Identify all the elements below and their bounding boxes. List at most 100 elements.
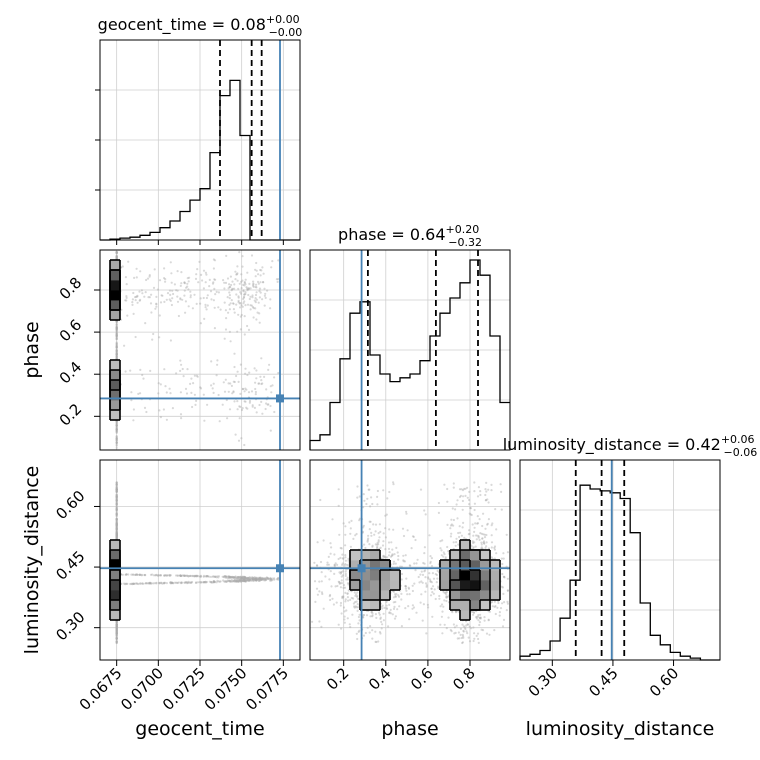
- sample-point: [243, 300, 246, 303]
- sample-point: [253, 367, 256, 370]
- sample-point: [179, 284, 182, 287]
- sample-point: [115, 334, 118, 337]
- sample-point: [145, 410, 148, 414]
- sample-point: [215, 290, 218, 293]
- sample-point: [264, 296, 267, 299]
- sample-point: [125, 295, 128, 298]
- sample-point: [241, 407, 244, 410]
- sample-point: [240, 437, 243, 440]
- sample-point: [115, 430, 118, 433]
- sample-point: [170, 272, 173, 275]
- sample-point: [115, 328, 118, 331]
- sample-point: [275, 278, 278, 281]
- sample-point: [244, 400, 247, 403]
- sample-point: [244, 577, 247, 580]
- sample-point: [141, 292, 144, 295]
- sample-point: [150, 293, 153, 296]
- sample-point: [151, 573, 154, 576]
- sample-point: [234, 278, 237, 281]
- sample-point: [132, 408, 135, 411]
- sample-point: [193, 293, 196, 296]
- sample-point: [115, 352, 118, 355]
- sample-point: [168, 387, 171, 390]
- sample-point: [155, 302, 158, 305]
- sample-point: [186, 282, 189, 285]
- sample-point: [115, 251, 118, 254]
- sample-point: [248, 399, 252, 403]
- sample-point: [115, 330, 118, 333]
- sample-point: [183, 282, 186, 285]
- sample-point: [204, 575, 207, 578]
- sample-point: [115, 350, 118, 353]
- sample-point: [255, 291, 258, 294]
- sample-point: [148, 274, 151, 277]
- y-axis-label-phase: phase: [21, 321, 43, 378]
- sample-point: [136, 295, 139, 298]
- sample-point: [233, 311, 236, 314]
- sample-point: [237, 299, 240, 302]
- sample-point: [179, 359, 182, 362]
- sample-point: [269, 429, 272, 432]
- sample-point: [226, 417, 229, 420]
- sample-point: [115, 441, 118, 445]
- sample-point: [125, 296, 128, 299]
- sample-point: [256, 280, 260, 283]
- sample-point: [179, 413, 183, 416]
- sample-point: [165, 298, 168, 301]
- sample-point: [224, 281, 228, 284]
- sample-point: [153, 268, 156, 271]
- sample-point: [115, 430, 118, 433]
- sample-point: [132, 419, 135, 422]
- sample-point: [254, 293, 258, 297]
- sample-point: [227, 382, 230, 385]
- sample-point: [243, 293, 246, 296]
- sample-point: [240, 280, 243, 283]
- sample-point: [175, 289, 178, 292]
- sample-point: [250, 254, 254, 257]
- sample-point: [239, 315, 242, 318]
- sample-point: [255, 286, 258, 289]
- sample-point: [223, 580, 226, 583]
- sample-point: [277, 371, 280, 375]
- sample-point: [148, 296, 151, 299]
- sample-point: [254, 387, 257, 391]
- sample-point: [230, 288, 234, 291]
- sample-point: [238, 282, 241, 285]
- sample-point: [238, 251, 241, 254]
- sample-point: [115, 254, 118, 258]
- sample-point: [115, 353, 118, 356]
- sample-point: [231, 280, 234, 283]
- sample-point: [241, 388, 245, 391]
- sample-point: [249, 295, 252, 298]
- sample-point: [150, 311, 153, 314]
- sample-point: [228, 303, 231, 306]
- sample-point: [206, 403, 209, 406]
- sample-point: [200, 575, 203, 578]
- sample-point: [246, 271, 249, 274]
- sample-point: [192, 382, 195, 385]
- sample-point: [115, 430, 118, 433]
- sample-point: [157, 382, 160, 385]
- sample-point: [254, 390, 257, 394]
- sample-point: [115, 323, 118, 326]
- sample-point: [210, 384, 213, 387]
- sample-point: [129, 582, 132, 586]
- sample-point: [124, 299, 127, 302]
- sample-point: [179, 369, 182, 372]
- sample-point: [163, 277, 166, 280]
- sample-point: [139, 298, 142, 301]
- sample-point: [115, 335, 118, 338]
- sample-point: [115, 337, 118, 340]
- sample-point: [115, 327, 118, 330]
- sample-point: [229, 382, 232, 385]
- sample-point: [236, 265, 239, 268]
- sample-point: [254, 268, 257, 271]
- sample-point: [115, 255, 118, 258]
- sample-point: [129, 369, 132, 372]
- x-axis-label-phase: phase: [381, 718, 438, 740]
- sample-point: [225, 317, 228, 320]
- sample-point: [229, 340, 232, 343]
- sample-point: [203, 317, 206, 320]
- sample-point: [206, 294, 209, 297]
